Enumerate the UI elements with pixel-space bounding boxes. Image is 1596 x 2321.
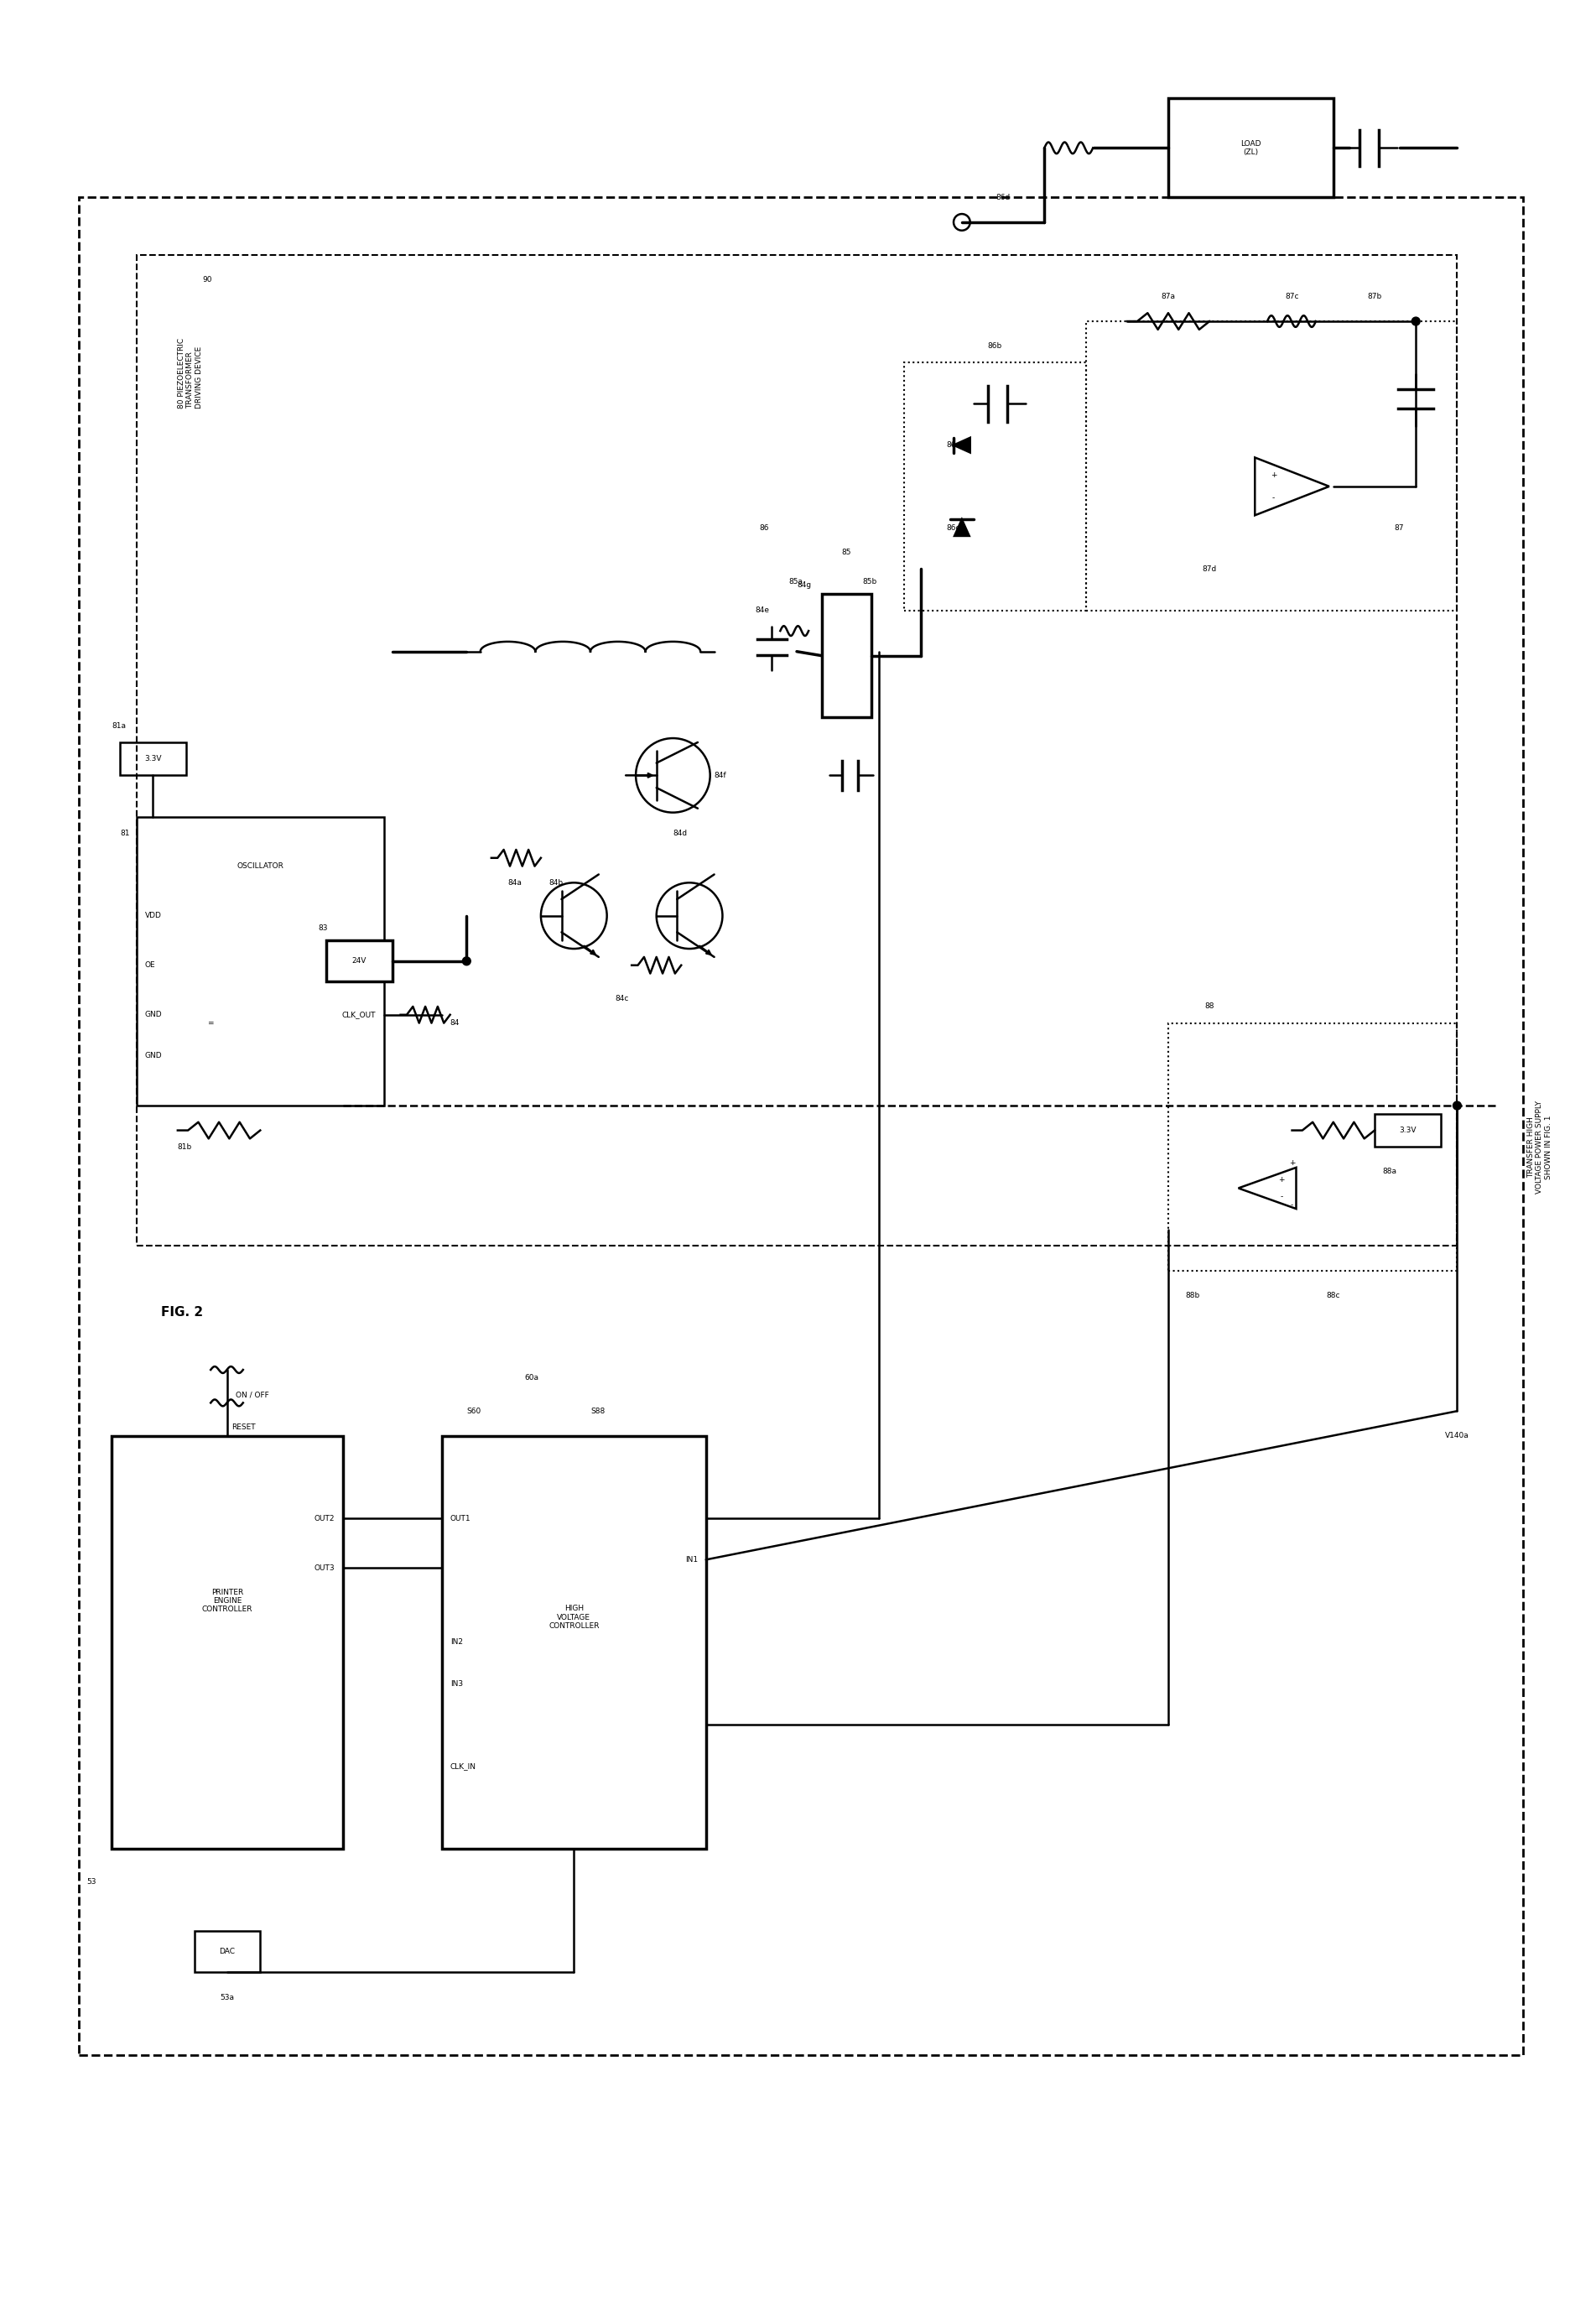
Bar (136, 817, 385, 1105)
Text: RESET: RESET (231, 1423, 255, 1432)
Bar (1085, 320, 1457, 610)
Text: OUT1: OUT1 (450, 1516, 471, 1523)
Text: =: = (207, 1019, 214, 1026)
Bar (326, 940, 393, 982)
Text: +: + (1278, 1177, 1285, 1184)
Text: 86a: 86a (946, 441, 961, 448)
Text: LOAD
(ZL): LOAD (ZL) (1240, 139, 1261, 156)
Text: 87d: 87d (1202, 566, 1216, 573)
Text: GND: GND (145, 1012, 161, 1019)
Text: 86c: 86c (946, 525, 961, 532)
Text: 86b: 86b (988, 341, 1002, 350)
Bar (822, 594, 871, 717)
Bar (442, 1437, 705, 1848)
Bar (903, 362, 1085, 610)
Text: -: - (1272, 494, 1275, 501)
Text: 84b: 84b (549, 880, 563, 887)
Text: 81a: 81a (112, 722, 126, 729)
Polygon shape (953, 439, 970, 453)
Bar (1168, 1024, 1457, 1270)
Circle shape (463, 956, 471, 966)
Text: FIG. 2: FIG. 2 (161, 1307, 203, 1318)
Text: 81: 81 (120, 829, 129, 838)
Text: 80 PIEZOELECTRIC
TRANSFORMER
DRIVING DEVICE: 80 PIEZOELECTRIC TRANSFORMER DRIVING DEV… (177, 339, 203, 408)
Text: HIGH
VOLTAGE
CONTROLLER: HIGH VOLTAGE CONTROLLER (549, 1604, 598, 1629)
Text: OUT2: OUT2 (314, 1516, 335, 1523)
Text: GND: GND (145, 1051, 161, 1061)
Bar (1374, 1114, 1441, 1147)
Text: 85b: 85b (863, 578, 878, 585)
Text: CLK_IN: CLK_IN (450, 1762, 476, 1771)
Text: IN2: IN2 (450, 1639, 463, 1646)
Text: OE: OE (145, 961, 155, 970)
Text: VDD: VDD (145, 912, 161, 919)
Text: 84f: 84f (715, 771, 726, 780)
Text: 87b: 87b (1368, 292, 1382, 299)
Text: 84g: 84g (796, 583, 811, 590)
Text: 85: 85 (841, 548, 851, 557)
Text: 81b: 81b (177, 1144, 192, 1151)
Text: 60a: 60a (525, 1374, 538, 1381)
Bar (78, 197, 1523, 2054)
Circle shape (1452, 1102, 1462, 1109)
Text: ON / OFF: ON / OFF (235, 1390, 268, 1397)
Text: 3.3V: 3.3V (144, 754, 161, 764)
Text: OUT3: OUT3 (314, 1564, 335, 1571)
Text: 90: 90 (203, 276, 212, 283)
Bar (120, 743, 185, 775)
Text: -: - (1291, 1200, 1293, 1209)
Text: +: + (1290, 1160, 1296, 1167)
Text: 86: 86 (760, 525, 769, 532)
Text: 24V: 24V (353, 956, 367, 966)
Text: 88b: 88b (1186, 1293, 1200, 1300)
Text: 84a: 84a (508, 880, 522, 887)
Text: OSCILLATOR: OSCILLATOR (236, 863, 284, 870)
Text: 3.3V: 3.3V (1400, 1126, 1416, 1135)
Text: IN3: IN3 (450, 1680, 463, 1687)
Bar (1168, 97, 1333, 197)
Polygon shape (954, 520, 969, 536)
Bar (195, 1931, 260, 1973)
Text: 84e: 84e (755, 606, 769, 615)
Text: 87: 87 (1395, 525, 1404, 532)
Text: 84: 84 (450, 1019, 460, 1026)
Text: 85a: 85a (788, 578, 803, 585)
Text: V140a: V140a (1444, 1432, 1470, 1439)
Text: 84c: 84c (614, 993, 629, 1003)
Text: +: + (1270, 471, 1277, 478)
Text: 88: 88 (1205, 1003, 1215, 1010)
Text: 53: 53 (86, 1878, 96, 1885)
Bar (136, 255, 1457, 1246)
Text: DAC: DAC (219, 1947, 235, 1957)
Text: 88c: 88c (1326, 1293, 1341, 1300)
Text: 88a: 88a (1382, 1167, 1396, 1174)
Circle shape (1412, 318, 1420, 325)
Bar (112, 1437, 343, 1848)
Text: -: - (1280, 1193, 1283, 1200)
Text: TRANSFER HIGH
VOLTAGE POWER SUPPLY
SHOWN IN FIG. 1: TRANSFER HIGH VOLTAGE POWER SUPPLY SHOWN… (1527, 1100, 1553, 1193)
Text: S88: S88 (591, 1407, 605, 1416)
Text: IN1: IN1 (685, 1555, 697, 1564)
Text: 83: 83 (318, 924, 327, 931)
Text: CLK_OUT: CLK_OUT (342, 1012, 375, 1019)
Text: 87a: 87a (1160, 292, 1175, 299)
Text: 84d: 84d (674, 829, 688, 838)
Text: 86d: 86d (996, 193, 1010, 202)
Text: S60: S60 (466, 1407, 480, 1416)
Text: PRINTER
ENGINE
CONTROLLER: PRINTER ENGINE CONTROLLER (201, 1588, 252, 1613)
Text: 87c: 87c (1285, 292, 1299, 299)
Text: 53a: 53a (220, 1994, 235, 2001)
